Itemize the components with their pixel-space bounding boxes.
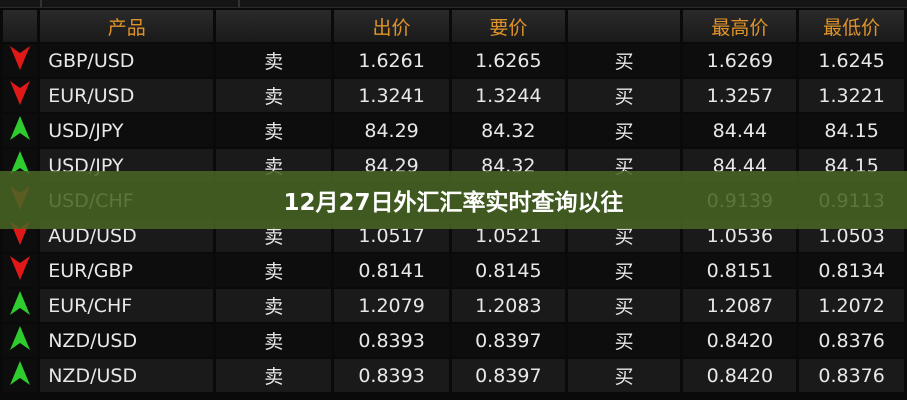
top-strip: [0, 0, 907, 8]
ask-cell: 1.6265: [451, 44, 565, 77]
high-cell: 1.3257: [683, 79, 797, 112]
buy-button[interactable]: 买: [567, 254, 681, 287]
table-row[interactable]: NZD/USD 卖 0.8393 0.8397 买 0.8420 0.8376: [3, 324, 904, 357]
direction-cell: [3, 289, 38, 322]
header-low[interactable]: 最低价: [799, 10, 904, 42]
pair-cell: EUR/GBP: [40, 254, 214, 287]
ask-cell: 0.8145: [451, 254, 565, 287]
buy-button[interactable]: 买: [567, 79, 681, 112]
direction-cell: [3, 114, 38, 147]
header-row: 产品 出价 要价 最高价 最低价: [3, 10, 904, 42]
header-high[interactable]: 最高价: [683, 10, 797, 42]
pair-cell: GBP/USD: [40, 44, 214, 77]
high-cell: 0.8151: [683, 254, 797, 287]
table-row[interactable]: EUR/GBP 卖 0.8141 0.8145 买 0.8151 0.8134: [3, 254, 904, 287]
arrow-up-icon: [10, 151, 31, 175]
low-cell: 1.2072: [799, 289, 904, 322]
low-cell: 84.15: [799, 114, 904, 147]
sell-button[interactable]: 卖: [216, 289, 332, 322]
arrow-up-icon: [10, 326, 31, 350]
ask-cell: 1.2083: [451, 289, 565, 322]
banner-title: 12月27日外汇汇率实时查询以往: [283, 190, 624, 216]
sell-button[interactable]: 卖: [216, 44, 332, 77]
low-cell: 0.8134: [799, 254, 904, 287]
high-cell: 1.2087: [683, 289, 797, 322]
arrow-up-icon: [10, 116, 31, 140]
direction-cell: [3, 79, 38, 112]
low-cell: 0.8376: [799, 359, 904, 392]
buy-button[interactable]: 买: [567, 114, 681, 147]
arrow-down-icon: [10, 256, 31, 280]
table-row[interactable]: GBP/USD 卖 1.6261 1.6265 买 1.6269 1.6245: [3, 44, 904, 77]
title-banner: 12月27日外汇汇率实时查询以往: [0, 171, 907, 229]
arrow-up-icon: [10, 291, 31, 315]
header-product[interactable]: 产品: [40, 10, 214, 42]
table-row[interactable]: NZD/USD 卖 0.8393 0.8397 买 0.8420 0.8376: [3, 359, 904, 392]
low-cell: 0.8376: [799, 324, 904, 357]
buy-button[interactable]: 买: [567, 324, 681, 357]
pair-cell: NZD/USD: [40, 324, 214, 357]
header-buy: [567, 10, 681, 42]
high-cell: 0.8420: [683, 359, 797, 392]
direction-cell: [3, 254, 38, 287]
arrow-up-icon: [10, 361, 31, 385]
ask-cell: 1.3244: [451, 79, 565, 112]
buy-button[interactable]: 买: [567, 289, 681, 322]
pair-cell: EUR/USD: [40, 79, 214, 112]
bid-cell: 1.3241: [334, 79, 449, 112]
sell-button[interactable]: 卖: [216, 359, 332, 392]
table-row[interactable]: EUR/USD 卖 1.3241 1.3244 买 1.3257 1.3221: [3, 79, 904, 112]
pair-cell: EUR/CHF: [40, 289, 214, 322]
bid-cell: 1.2079: [334, 289, 449, 322]
table-row[interactable]: USD/JPY 卖 84.29 84.32 买 84.44 84.15: [3, 114, 904, 147]
pair-cell: USD/JPY: [40, 114, 214, 147]
arrow-down-icon: [10, 81, 31, 105]
high-cell: 0.8420: [683, 324, 797, 357]
buy-button[interactable]: 买: [567, 359, 681, 392]
pair-cell: NZD/USD: [40, 359, 214, 392]
bid-cell: 0.8141: [334, 254, 449, 287]
buy-button[interactable]: 买: [567, 44, 681, 77]
ask-cell: 84.32: [451, 114, 565, 147]
sell-button[interactable]: 卖: [216, 114, 332, 147]
low-cell: 1.3221: [799, 79, 904, 112]
table-row[interactable]: EUR/CHF 卖 1.2079 1.2083 买 1.2087 1.2072: [3, 289, 904, 322]
sell-button[interactable]: 卖: [216, 254, 332, 287]
direction-cell: [3, 324, 38, 357]
bid-cell: 0.8393: [334, 324, 449, 357]
sell-button[interactable]: 卖: [216, 79, 332, 112]
header-bid[interactable]: 出价: [334, 10, 449, 42]
header-direction: [3, 10, 38, 42]
low-cell: 1.6245: [799, 44, 904, 77]
ask-cell: 0.8397: [451, 359, 565, 392]
bid-cell: 84.29: [334, 114, 449, 147]
header-ask[interactable]: 要价: [451, 10, 565, 42]
forex-quote-table: 产品 出价 要价 最高价 最低价 GBP/USD 卖 1.6261 1.6265 买 1.…: [0, 8, 907, 394]
sell-button[interactable]: 卖: [216, 324, 332, 357]
bid-cell: 1.6261: [334, 44, 449, 77]
high-cell: 84.44: [683, 114, 797, 147]
high-cell: 1.6269: [683, 44, 797, 77]
bid-cell: 0.8393: [334, 359, 449, 392]
header-sell: [216, 10, 332, 42]
arrow-down-icon: [10, 46, 31, 70]
direction-cell: [3, 44, 38, 77]
direction-cell: [3, 359, 38, 392]
ask-cell: 0.8397: [451, 324, 565, 357]
